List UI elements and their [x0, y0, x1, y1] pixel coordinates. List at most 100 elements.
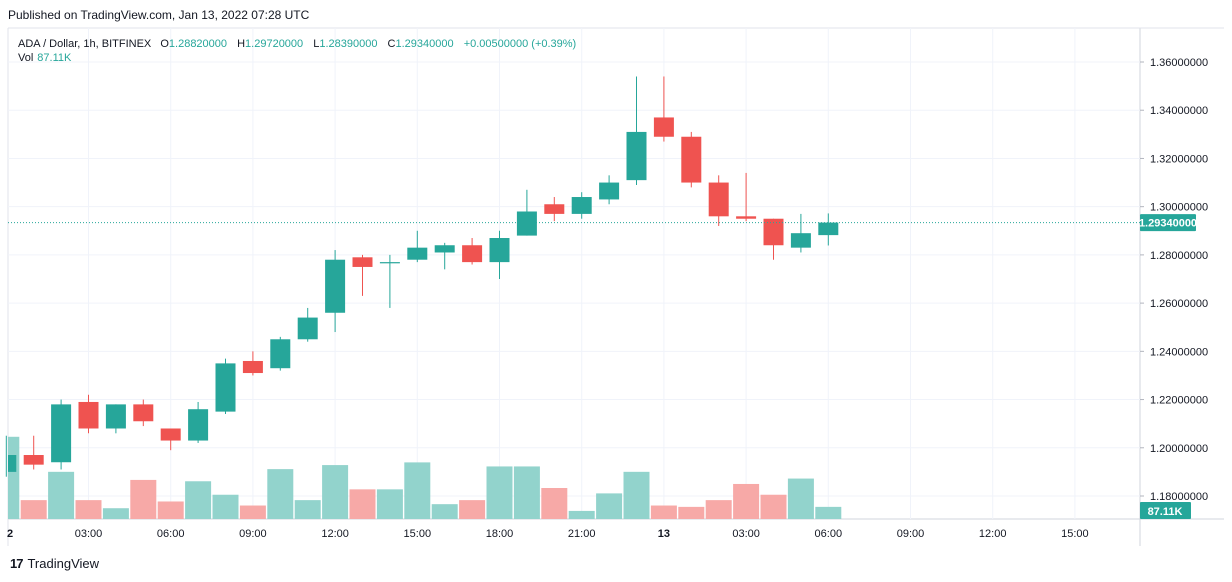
volume-bar	[349, 489, 376, 519]
time-tick-label: 18:00	[486, 528, 514, 540]
volume-bar	[459, 500, 486, 519]
time-tick-label: 06:00	[157, 528, 185, 540]
volume-bar	[486, 466, 513, 519]
volume-bar	[376, 489, 403, 519]
time-tick-label: 13	[658, 528, 670, 540]
volume-bar	[130, 479, 157, 519]
volume-bar	[267, 469, 294, 519]
candle-body	[352, 257, 373, 267]
price-tick-label: 1.32000000	[1150, 153, 1208, 165]
candle-body	[133, 404, 154, 422]
tradingview-logo-icon: 17	[10, 556, 24, 571]
volume-bars	[8, 436, 842, 519]
time-tick-label: 03:00	[732, 528, 760, 540]
candle-body	[599, 182, 620, 200]
volume-bar	[8, 436, 20, 519]
candle-body	[516, 211, 537, 236]
candle-body	[23, 455, 44, 465]
price-tick-label: 1.34000000	[1150, 105, 1208, 117]
candle-body	[379, 262, 400, 264]
volume-bar	[185, 481, 212, 519]
candle-body	[462, 245, 483, 263]
candle-body	[215, 363, 236, 412]
candle-body	[188, 409, 209, 441]
close-label: C	[387, 38, 396, 50]
candle-body	[8, 455, 17, 472]
change-value: +0.00500000 (+0.39%)	[463, 38, 577, 50]
open-label: O	[160, 38, 169, 50]
last-price-text: 1.29340000	[1139, 218, 1197, 230]
candle-body	[325, 259, 346, 313]
volume-bar	[705, 500, 732, 519]
candle-body	[160, 428, 181, 441]
candle-body	[544, 204, 565, 214]
price-tick-label: 1.36000000	[1150, 57, 1208, 69]
candle-body	[105, 404, 126, 429]
time-tick-label: 15:00	[1061, 528, 1089, 540]
volume-bar	[815, 506, 842, 519]
time-tick-label: 06:00	[815, 528, 843, 540]
candle-body	[708, 182, 729, 217]
high-label: H	[237, 38, 246, 50]
time-tick-label: 09:00	[239, 528, 267, 540]
time-axis[interactable]: 2 03:00 06:00 09:00 12:00 15:00 18:00 21:00 13 03…	[7, 528, 1089, 540]
volume-legend: Vol 87.11K	[18, 52, 71, 64]
ohlc-legend: ADA / Dollar, 1h, BITFINEX O1.28820000 H…	[18, 36, 583, 52]
volume-bar	[760, 494, 787, 519]
volume-bar	[568, 510, 595, 519]
published-caption: Published on TradingView.com, Jan 13, 20…	[8, 8, 310, 22]
candle-body	[571, 197, 592, 214]
last-price-label: 1.29340000	[1139, 214, 1197, 232]
volume-bar	[787, 478, 814, 519]
open-value: 1.28820000	[168, 38, 228, 50]
volume-bar	[20, 500, 47, 519]
candle-body	[790, 233, 811, 248]
candle-body	[681, 136, 702, 183]
price-tick-label: 1.20000000	[1150, 443, 1208, 455]
price-tick-label: 1.28000000	[1150, 250, 1208, 262]
volume-bar	[48, 471, 75, 519]
symbol-title[interactable]: ADA / Dollar, 1h, BITFINEX	[18, 38, 152, 50]
volume-label[interactable]: Vol	[18, 52, 34, 64]
candle-body	[763, 218, 784, 246]
volume-bar	[102, 508, 129, 519]
brand-text: TradingView	[27, 556, 100, 571]
volume-bar	[294, 500, 321, 519]
time-tick-label: 03:00	[75, 528, 103, 540]
price-tick-label: 1.24000000	[1150, 346, 1208, 358]
candle-body	[78, 401, 99, 429]
price-tick-label: 1.30000000	[1150, 202, 1208, 214]
price-tick-label: 1.18000000	[1150, 491, 1208, 503]
candle-body	[242, 360, 263, 374]
candle-body	[407, 247, 428, 260]
candle-body	[489, 238, 510, 263]
footer-brand[interactable]: 17 TradingView	[10, 556, 99, 571]
time-tick-label: 21:00	[568, 528, 596, 540]
candle-body	[434, 245, 455, 253]
close-value: 1.29340000	[395, 38, 454, 50]
volume-bar	[322, 465, 349, 519]
candles[interactable]	[0, 76, 839, 481]
low-label: L	[313, 38, 320, 50]
candle-body	[51, 404, 72, 463]
grid-lines	[7, 27, 1224, 546]
low-value: 1.28390000	[319, 38, 378, 50]
volume-bar	[650, 505, 677, 519]
volume-bar	[513, 466, 540, 519]
candle-body	[297, 317, 318, 340]
last-volume-text: 87.11K	[1148, 506, 1183, 518]
time-tick-label: 12:00	[321, 528, 349, 540]
volume-bar	[596, 493, 623, 519]
price-axis[interactable]: 1.36000000 1.34000000 1.32000000 1.30000000…	[1140, 57, 1208, 503]
candle-body	[653, 117, 674, 137]
time-tick-label: 12:00	[979, 528, 1007, 540]
high-value: 1.29720000	[245, 38, 304, 50]
candle-body	[626, 131, 647, 181]
volume-bar	[75, 500, 102, 519]
volume-value: 87.11K	[37, 52, 72, 64]
volume-bar	[404, 462, 431, 519]
time-tick-label: 09:00	[897, 528, 925, 540]
price-tick-label: 1.22000000	[1150, 395, 1208, 407]
candle-body	[736, 216, 757, 219]
